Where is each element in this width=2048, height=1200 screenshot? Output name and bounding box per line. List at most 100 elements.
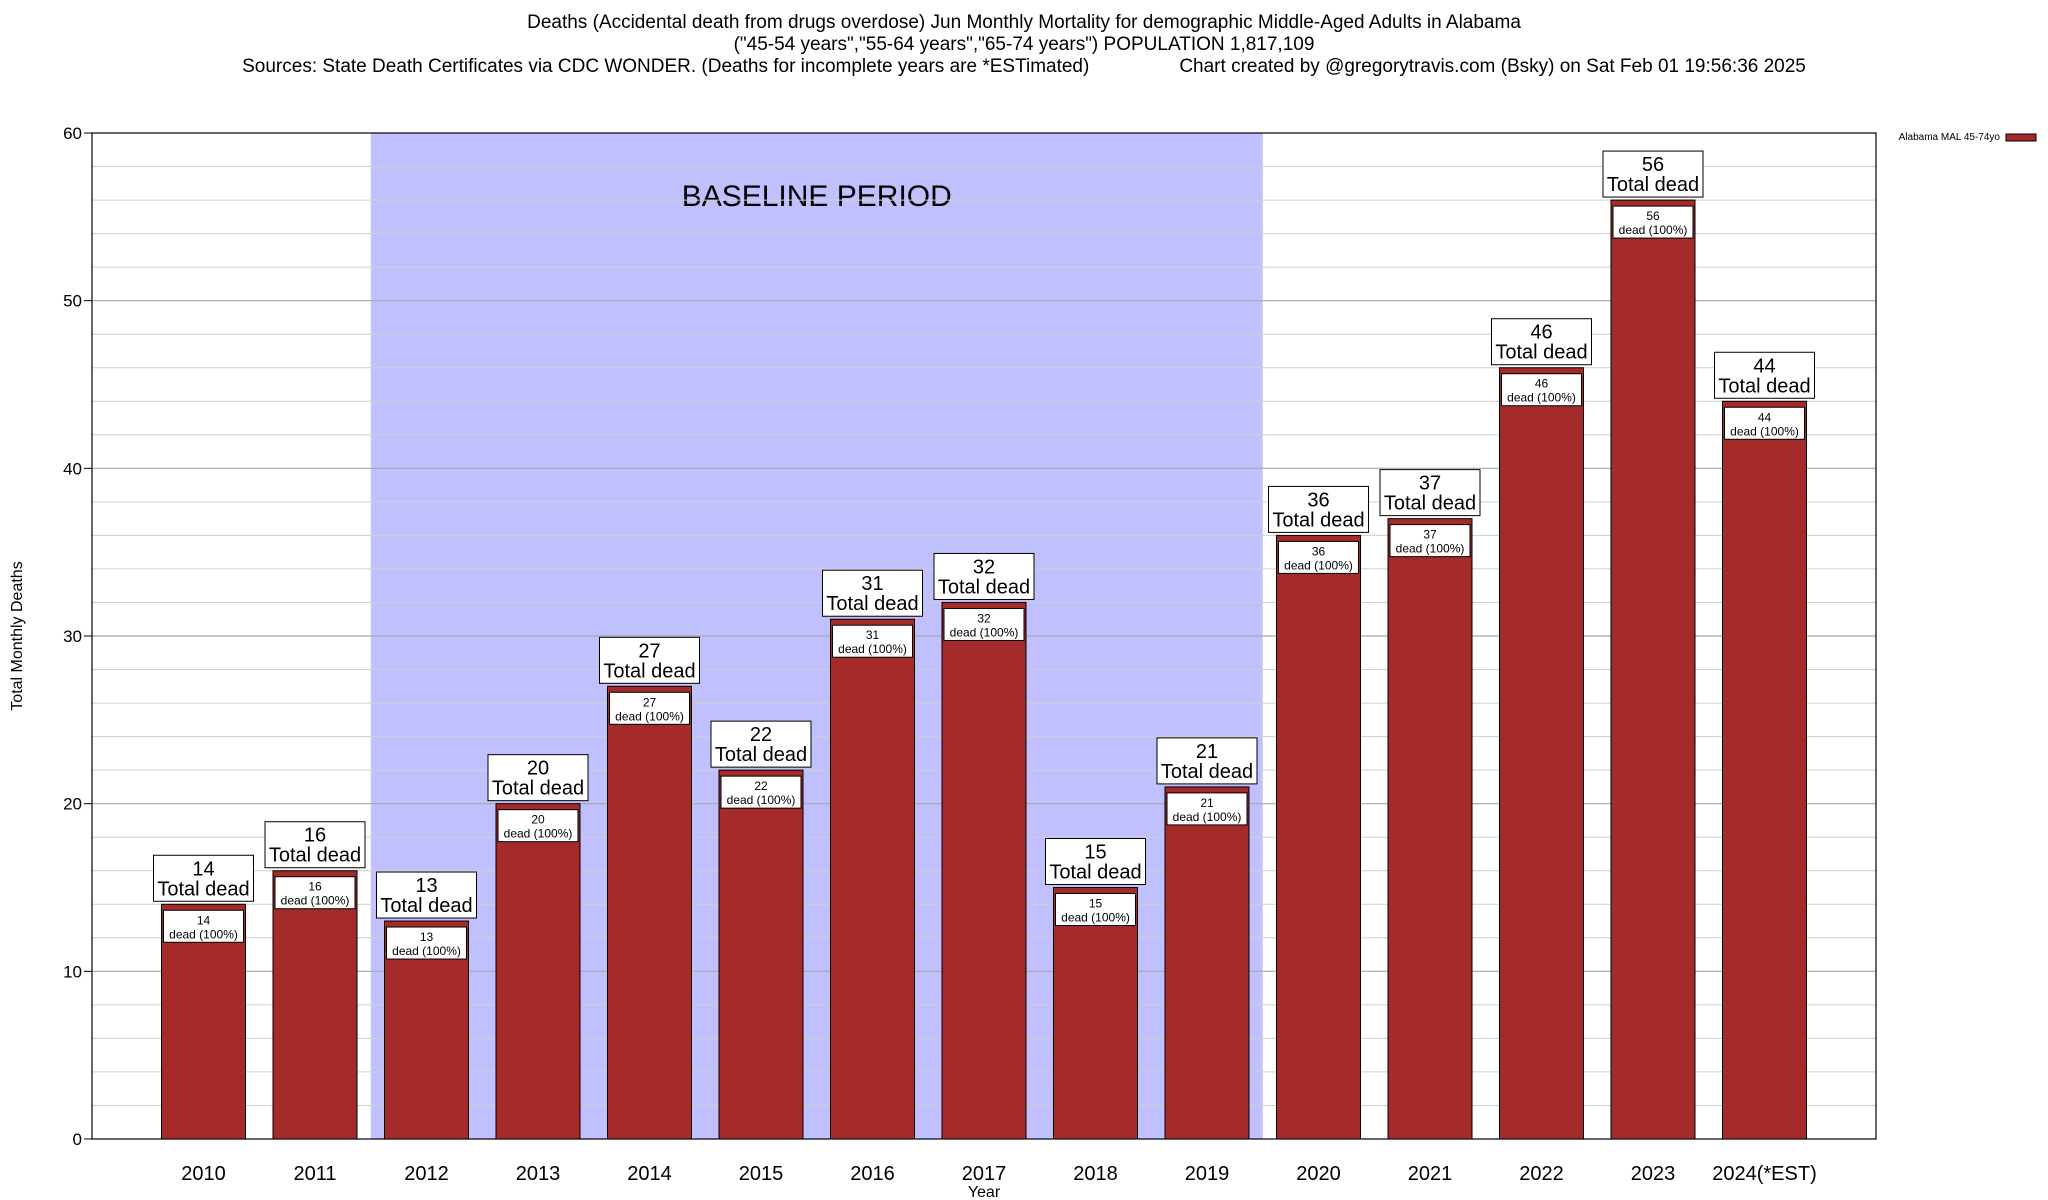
x-tick-label: 2014 [627,1163,672,1185]
bar-inner-label: dead (100%) [169,927,238,941]
bar-inner-label-box [832,624,913,658]
bar-inner-value: 22 [754,779,768,793]
bar-inner-value: 20 [531,813,545,827]
y-tick-label: 40 [63,459,82,478]
x-tick-label: 2016 [850,1163,895,1185]
x-tick-label: 2021 [1408,1163,1453,1185]
bar [1276,534,1361,1140]
bar-total-label-box [1045,838,1146,885]
chart-credit: Chart created by @gregorytravis.com (Bsk… [1179,56,1806,77]
x-tick-label: 2011 [293,1163,336,1185]
bar-total-label-box [933,552,1035,600]
bar-inner-value: 13 [420,930,434,944]
bar-total-value: 21 [1196,741,1218,763]
bar [718,769,804,1140]
y-tick-label: 30 [63,627,82,646]
bar-total-label: Total dead [826,593,918,615]
bar-inner-label: dead (100%) [1730,424,1799,438]
bar-total-label-box [1156,737,1258,785]
y-tick-label: 50 [63,292,82,311]
bar-total-label-box [710,720,812,768]
bar-inner-label: dead (100%) [1507,391,1576,405]
y-tick-label: 10 [63,962,82,981]
bar [1164,786,1250,1140]
y-tick-label: 0 [73,1130,82,1149]
bar-total-label-box [1491,318,1592,366]
bar-inner-label-box [1055,893,1136,926]
bar-inner-label-box [609,691,690,725]
bar-inner-label: dead (100%) [950,625,1019,639]
bar-total-label: Total dead [269,845,361,867]
x-axis-label: Year [968,1184,1001,1200]
x-tick-label: 2013 [516,1163,561,1185]
bar-total-value: 16 [304,825,326,847]
x-tick-label: 2012 [404,1163,449,1185]
bar-inner-label-box [274,876,356,910]
bar-total-label: Total dead [1161,761,1253,783]
bar-inner-label: dead (100%) [281,894,350,908]
x-tick-label: 2019 [1185,1163,1230,1185]
bar-inner-value: 15 [1089,897,1103,911]
bar-total-value: 14 [192,858,214,880]
bar-total-value: 46 [1530,322,1552,344]
bar-total-value: 32 [973,556,995,578]
bar [1387,518,1473,1140]
bar-total-label-box [153,854,254,902]
bar-total-label: Total dead [1049,862,1141,884]
chart-title-block: Deaths (Accidental death from drugs over… [0,12,2048,78]
chart-sources-row: Sources: State Death Certificates via CD… [0,56,2048,78]
bar-inner-label: dead (100%) [838,642,907,656]
bar-inner-label: dead (100%) [1061,911,1130,925]
bar-inner-value: 16 [308,880,322,894]
bar-inner-label-box [943,607,1025,641]
bar-total-value: 27 [638,640,660,662]
bar-total-label: Total dead [1495,342,1587,364]
bar-inner-label: dead (100%) [1396,542,1465,556]
bar [1722,400,1807,1140]
bar [830,618,915,1140]
bar [1053,887,1138,1140]
bar-inner-label: dead (100%) [392,944,461,958]
legend-label: Alabama MAL 45-74yo [1899,132,2001,143]
x-tick-label: 2020 [1296,1163,1341,1185]
bar [1610,199,1696,1140]
x-tick-label: 2023 [1631,1163,1676,1185]
bar-inner-label-box [163,909,244,943]
chart-subtitle: ("45-54 years","55-64 years","65-74 year… [733,34,1315,55]
bar-total-value: 20 [527,758,549,780]
bar-total-label-box [1714,351,1815,399]
bar-inner-label-box [1278,540,1359,574]
bar-total-label-box [1379,469,1481,517]
bar-inner-label-box [720,775,802,809]
bar-total-label-box [1602,150,1704,198]
bar-inner-label-box [1389,524,1471,558]
bar-total-label: Total dead [1272,509,1364,531]
bar-inner-label: dead (100%) [1173,810,1242,824]
bar-total-label-box [264,821,366,869]
y-tick-label: 60 [63,124,82,143]
bar-inner-value: 27 [643,695,657,709]
x-tick-label: 2015 [739,1163,784,1185]
bar-inner-label-box [1612,205,1694,239]
bar-total-label: Total dead [715,744,807,766]
bar-total-label-box [822,569,923,617]
bar-total-value: 44 [1753,355,1775,377]
bar-total-label: Total dead [603,660,695,682]
legend-swatch [2005,133,2037,142]
bar-total-label: Total dead [938,576,1030,598]
bar-total-label-box [376,871,477,919]
x-tick-label: 2017 [962,1163,1007,1185]
y-axis-label: Total Monthly Deaths [9,561,26,710]
y-tick-label: 20 [63,795,82,814]
bar-inner-value: 32 [977,611,991,625]
bar-total-value: 15 [1084,842,1106,864]
bar-inner-value: 46 [1535,377,1549,391]
bar-total-label: Total dead [1384,493,1476,515]
bar-total-label: Total dead [1607,174,1699,196]
bar-inner-label: dead (100%) [615,709,684,723]
bar-inner-value: 21 [1200,796,1214,810]
bar-total-label-box [1268,485,1369,533]
bar-total-value: 31 [861,573,883,595]
bar-inner-value: 37 [1423,528,1437,542]
